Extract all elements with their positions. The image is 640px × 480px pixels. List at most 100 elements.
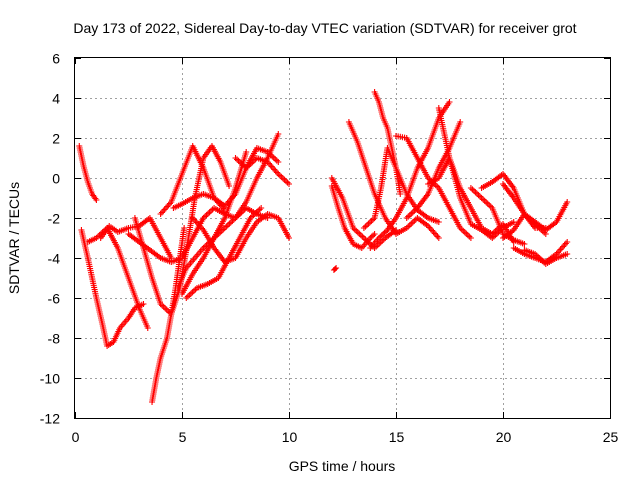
data-point xyxy=(368,217,375,224)
y-tick-label: 0 xyxy=(52,171,60,187)
y-axis-title: SDTVAR / TECUs xyxy=(6,182,22,294)
data-point xyxy=(409,219,416,226)
data-point xyxy=(474,190,481,197)
chart-title: Day 173 of 2022, Sidereal Day-to-day VTE… xyxy=(73,20,576,36)
y-tick-label: 4 xyxy=(52,91,60,107)
data-point xyxy=(467,185,474,191)
data-point xyxy=(383,228,390,235)
axis-ticks xyxy=(75,58,611,419)
y-tick-label: -2 xyxy=(48,211,61,227)
data-point xyxy=(206,209,213,216)
data-point xyxy=(161,206,168,213)
x-tick-label: 0 xyxy=(72,429,80,445)
data-point xyxy=(186,292,193,299)
data-point xyxy=(226,220,233,227)
data-point xyxy=(157,211,164,217)
data-point xyxy=(558,245,565,251)
data-point xyxy=(371,231,378,237)
data-point xyxy=(486,202,493,209)
data-point xyxy=(481,197,488,204)
data-point xyxy=(363,222,370,229)
data-point xyxy=(190,287,197,294)
data-point xyxy=(275,171,282,177)
data-point xyxy=(187,290,194,297)
data-point xyxy=(475,192,482,199)
data-point xyxy=(165,202,172,208)
data-point xyxy=(461,229,468,236)
data-point xyxy=(466,233,473,240)
x-tick-label: 25 xyxy=(603,429,619,445)
data-marks xyxy=(76,89,571,405)
x-tick-labels: 0 5 10 15 20 25 xyxy=(72,429,619,445)
data-point xyxy=(357,232,364,239)
data-point xyxy=(160,208,167,214)
plot-frame xyxy=(74,57,611,419)
data-point xyxy=(560,243,567,250)
data-point xyxy=(564,251,571,257)
data-point xyxy=(362,223,369,230)
data-point xyxy=(467,235,474,241)
data-point xyxy=(273,169,280,176)
data-point xyxy=(144,325,151,331)
data-point xyxy=(276,172,283,179)
data-point xyxy=(429,227,436,234)
data-point xyxy=(365,220,372,227)
data-point xyxy=(463,230,470,237)
data-point xyxy=(542,231,549,237)
data-point xyxy=(381,229,388,236)
data-point xyxy=(243,149,250,155)
data-point xyxy=(433,232,440,238)
data-point xyxy=(354,229,361,236)
data-point xyxy=(158,209,165,216)
data-point xyxy=(258,205,265,211)
x-axis-title: GPS time / hours xyxy=(289,458,396,474)
data-point xyxy=(332,266,339,272)
data-point xyxy=(356,230,363,237)
data-point xyxy=(397,191,404,197)
data-point xyxy=(367,219,374,226)
data-point xyxy=(333,265,340,271)
data-point xyxy=(408,220,415,227)
data-point xyxy=(270,154,277,161)
data-point xyxy=(431,230,438,237)
y-tick-label: -10 xyxy=(40,371,60,387)
data-point xyxy=(483,199,490,206)
data-point xyxy=(564,199,571,205)
data-point xyxy=(286,235,292,241)
data-point xyxy=(224,222,231,229)
data-point xyxy=(480,196,487,203)
data-point xyxy=(370,232,377,239)
data-point xyxy=(378,232,385,239)
data-point xyxy=(470,187,477,194)
data-point xyxy=(232,155,239,161)
data-point xyxy=(446,99,453,105)
data-point xyxy=(273,157,280,164)
data-point xyxy=(234,156,241,163)
data-point xyxy=(403,215,410,221)
data-point xyxy=(472,189,479,196)
x-tick-label: 15 xyxy=(389,429,405,445)
data-point xyxy=(380,231,387,237)
data-point xyxy=(165,308,172,315)
data-point xyxy=(275,159,282,165)
data-point xyxy=(256,206,263,213)
data-point xyxy=(406,222,413,229)
data-point xyxy=(279,175,286,182)
data-point xyxy=(510,219,517,225)
data-point xyxy=(430,229,437,235)
grid-lines xyxy=(75,58,610,418)
data-point xyxy=(189,289,196,296)
data-point xyxy=(181,225,188,231)
data-point xyxy=(267,162,274,168)
data-point xyxy=(221,225,228,231)
data-point xyxy=(272,156,279,163)
data-point xyxy=(478,195,485,201)
data-point xyxy=(360,225,367,231)
y-tick-label: 6 xyxy=(52,51,60,67)
data-point xyxy=(286,181,292,187)
data-point xyxy=(562,240,569,247)
x-tick-label: 5 xyxy=(179,429,187,445)
data-point xyxy=(435,235,442,241)
data-point xyxy=(281,176,288,183)
